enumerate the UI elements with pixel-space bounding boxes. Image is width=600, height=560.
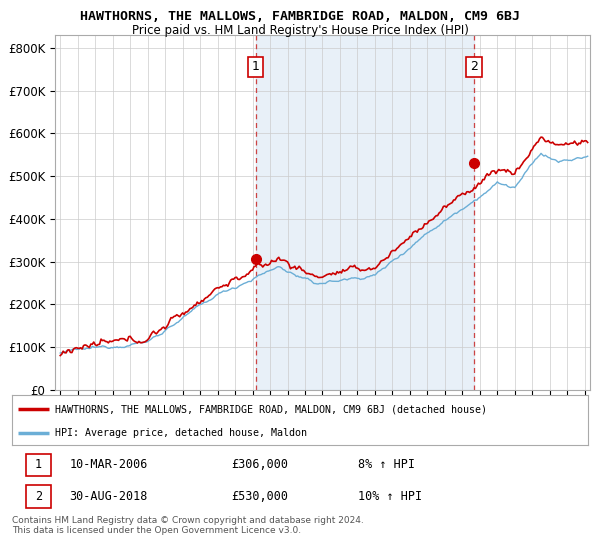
Text: HAWTHORNS, THE MALLOWS, FAMBRIDGE ROAD, MALDON, CM9 6BJ (detached house): HAWTHORNS, THE MALLOWS, FAMBRIDGE ROAD, …: [55, 404, 487, 414]
Text: £306,000: £306,000: [231, 459, 288, 472]
Bar: [256, 35, 474, 390]
Text: 10% ↑ HPI: 10% ↑ HPI: [358, 491, 422, 503]
Text: Contains HM Land Registry data © Crown copyright and database right 2024.
This d: Contains HM Land Registry data © Crown c…: [12, 516, 364, 535]
Text: HPI: Average price, detached house, Maldon: HPI: Average price, detached house, Mald…: [55, 427, 307, 437]
Text: 1: 1: [35, 459, 42, 472]
FancyBboxPatch shape: [26, 486, 50, 508]
Text: HAWTHORNS, THE MALLOWS, FAMBRIDGE ROAD, MALDON, CM9 6BJ: HAWTHORNS, THE MALLOWS, FAMBRIDGE ROAD, …: [80, 10, 520, 23]
FancyBboxPatch shape: [26, 454, 50, 477]
Text: 10-MAR-2006: 10-MAR-2006: [70, 459, 148, 472]
Text: £530,000: £530,000: [231, 491, 288, 503]
Text: Price paid vs. HM Land Registry's House Price Index (HPI): Price paid vs. HM Land Registry's House …: [131, 24, 469, 36]
Text: 30-AUG-2018: 30-AUG-2018: [70, 491, 148, 503]
Text: 1: 1: [252, 60, 260, 73]
Text: 8% ↑ HPI: 8% ↑ HPI: [358, 459, 415, 472]
Text: 2: 2: [35, 491, 42, 503]
Text: 2: 2: [470, 60, 478, 73]
